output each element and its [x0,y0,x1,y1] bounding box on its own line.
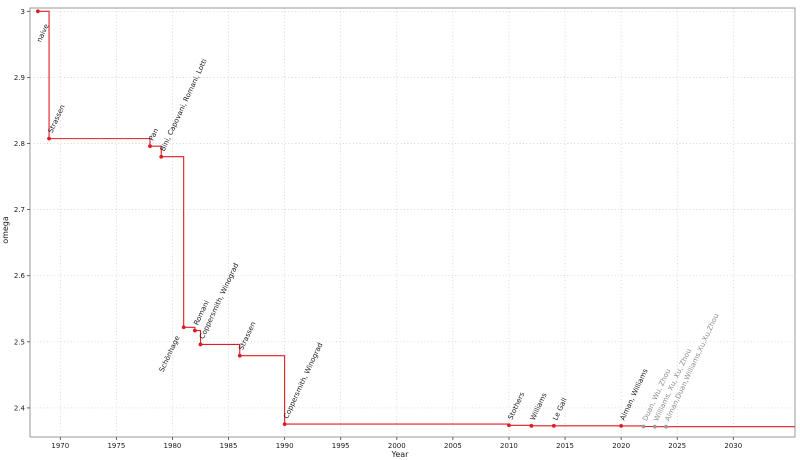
data-point [551,423,556,428]
point-label: naive [35,23,50,44]
data-point [47,136,51,141]
x-tick-label: 2000 [388,442,406,450]
data-point [282,422,287,427]
point-label: Schönhage [158,335,182,374]
x-tick-label: 2015 [556,442,574,450]
data-point [652,424,657,429]
x-tick-label: 2020 [612,442,630,450]
data-point [664,424,668,429]
data-point [507,423,511,428]
point-label: Bini, Capovani, Romani, Lotti [159,58,209,153]
point-label: Alman,Duan,Williams,Xu,Xu,Zhou [664,312,721,422]
y-tick-label: 2.9 [14,74,25,82]
x-tick-label: 1970 [51,442,69,450]
point-label: Stothers [507,391,527,421]
data-point [35,9,40,14]
data-point [159,154,164,159]
y-tick-label: 2.8 [14,140,25,148]
point-label: Coppersmith, Winograd [282,342,324,420]
point-label: Le Gall [551,397,568,422]
point-label: Williams [529,391,549,421]
x-axis-title: Year [391,450,409,459]
y-tick-label: 3 [21,8,25,16]
y-tick-label: 2.4 [14,404,26,412]
x-tick-label: 2005 [444,442,462,450]
x-tick-label: 1990 [276,442,294,450]
x-tick-label: 1995 [332,442,350,450]
data-point [148,144,152,149]
data-point [181,325,186,330]
x-tick-label: 2010 [500,442,518,450]
point-label: Strassen [237,321,257,352]
x-tick-label: 1980 [164,442,182,450]
y-tick-label: 2.5 [14,338,25,346]
data-point [641,424,646,429]
y-axis-title: omega [1,216,10,244]
data-point [619,423,624,428]
point-label: Pan [148,127,161,142]
plot-border [29,7,796,438]
data-point [237,353,242,358]
y-tick-label: 2.7 [14,206,25,214]
data-point [192,328,197,333]
data-point [198,342,203,347]
point-label: Strassen [47,104,67,135]
data-point [529,423,534,428]
x-tick-label: 2030 [724,442,742,450]
x-tick-label: 2025 [668,442,686,450]
y-tick-label: 2.6 [14,272,26,280]
x-tick-label: 1985 [220,442,238,450]
x-tick-label: 1975 [107,442,125,450]
